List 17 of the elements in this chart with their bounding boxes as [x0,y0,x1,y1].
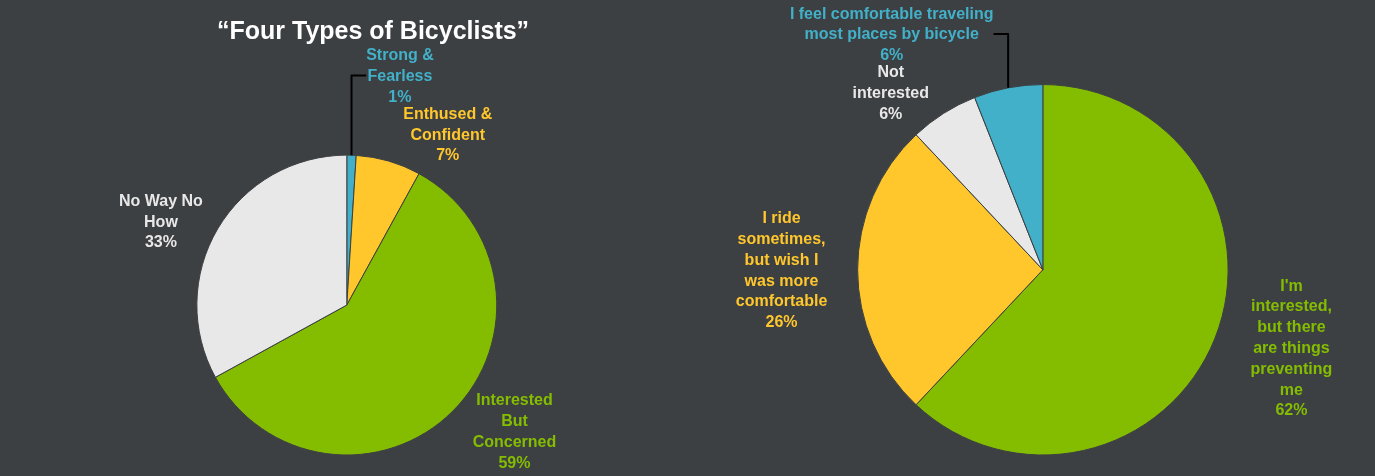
data-label: 59% [498,453,531,471]
chart-title: “Four Types of Bicyclists” [217,16,530,44]
slice-label: Strong & Fearless [366,46,435,84]
slice-label: No Way No How [119,191,204,230]
slice-label: I'm interested, but there are things preventing me [1250,276,1333,398]
data-label: 6% [879,104,903,122]
data-label: 1% [388,87,412,105]
data-label: 26% [765,313,798,331]
data-label: 6% [880,46,904,64]
data-label: 7% [436,146,460,164]
slice-label: I ride sometimes, but wish I was more comfortable [735,209,828,310]
slice-label: I feel comfortable traveling most places by bicycle [789,4,994,43]
slice-label: Not interested [852,63,929,102]
data-label: 62% [1275,401,1308,419]
data-label: 33% [144,233,177,251]
slice-label: Interested But Concerned [472,391,557,450]
slice-label: Enthused & Confident [403,104,493,143]
